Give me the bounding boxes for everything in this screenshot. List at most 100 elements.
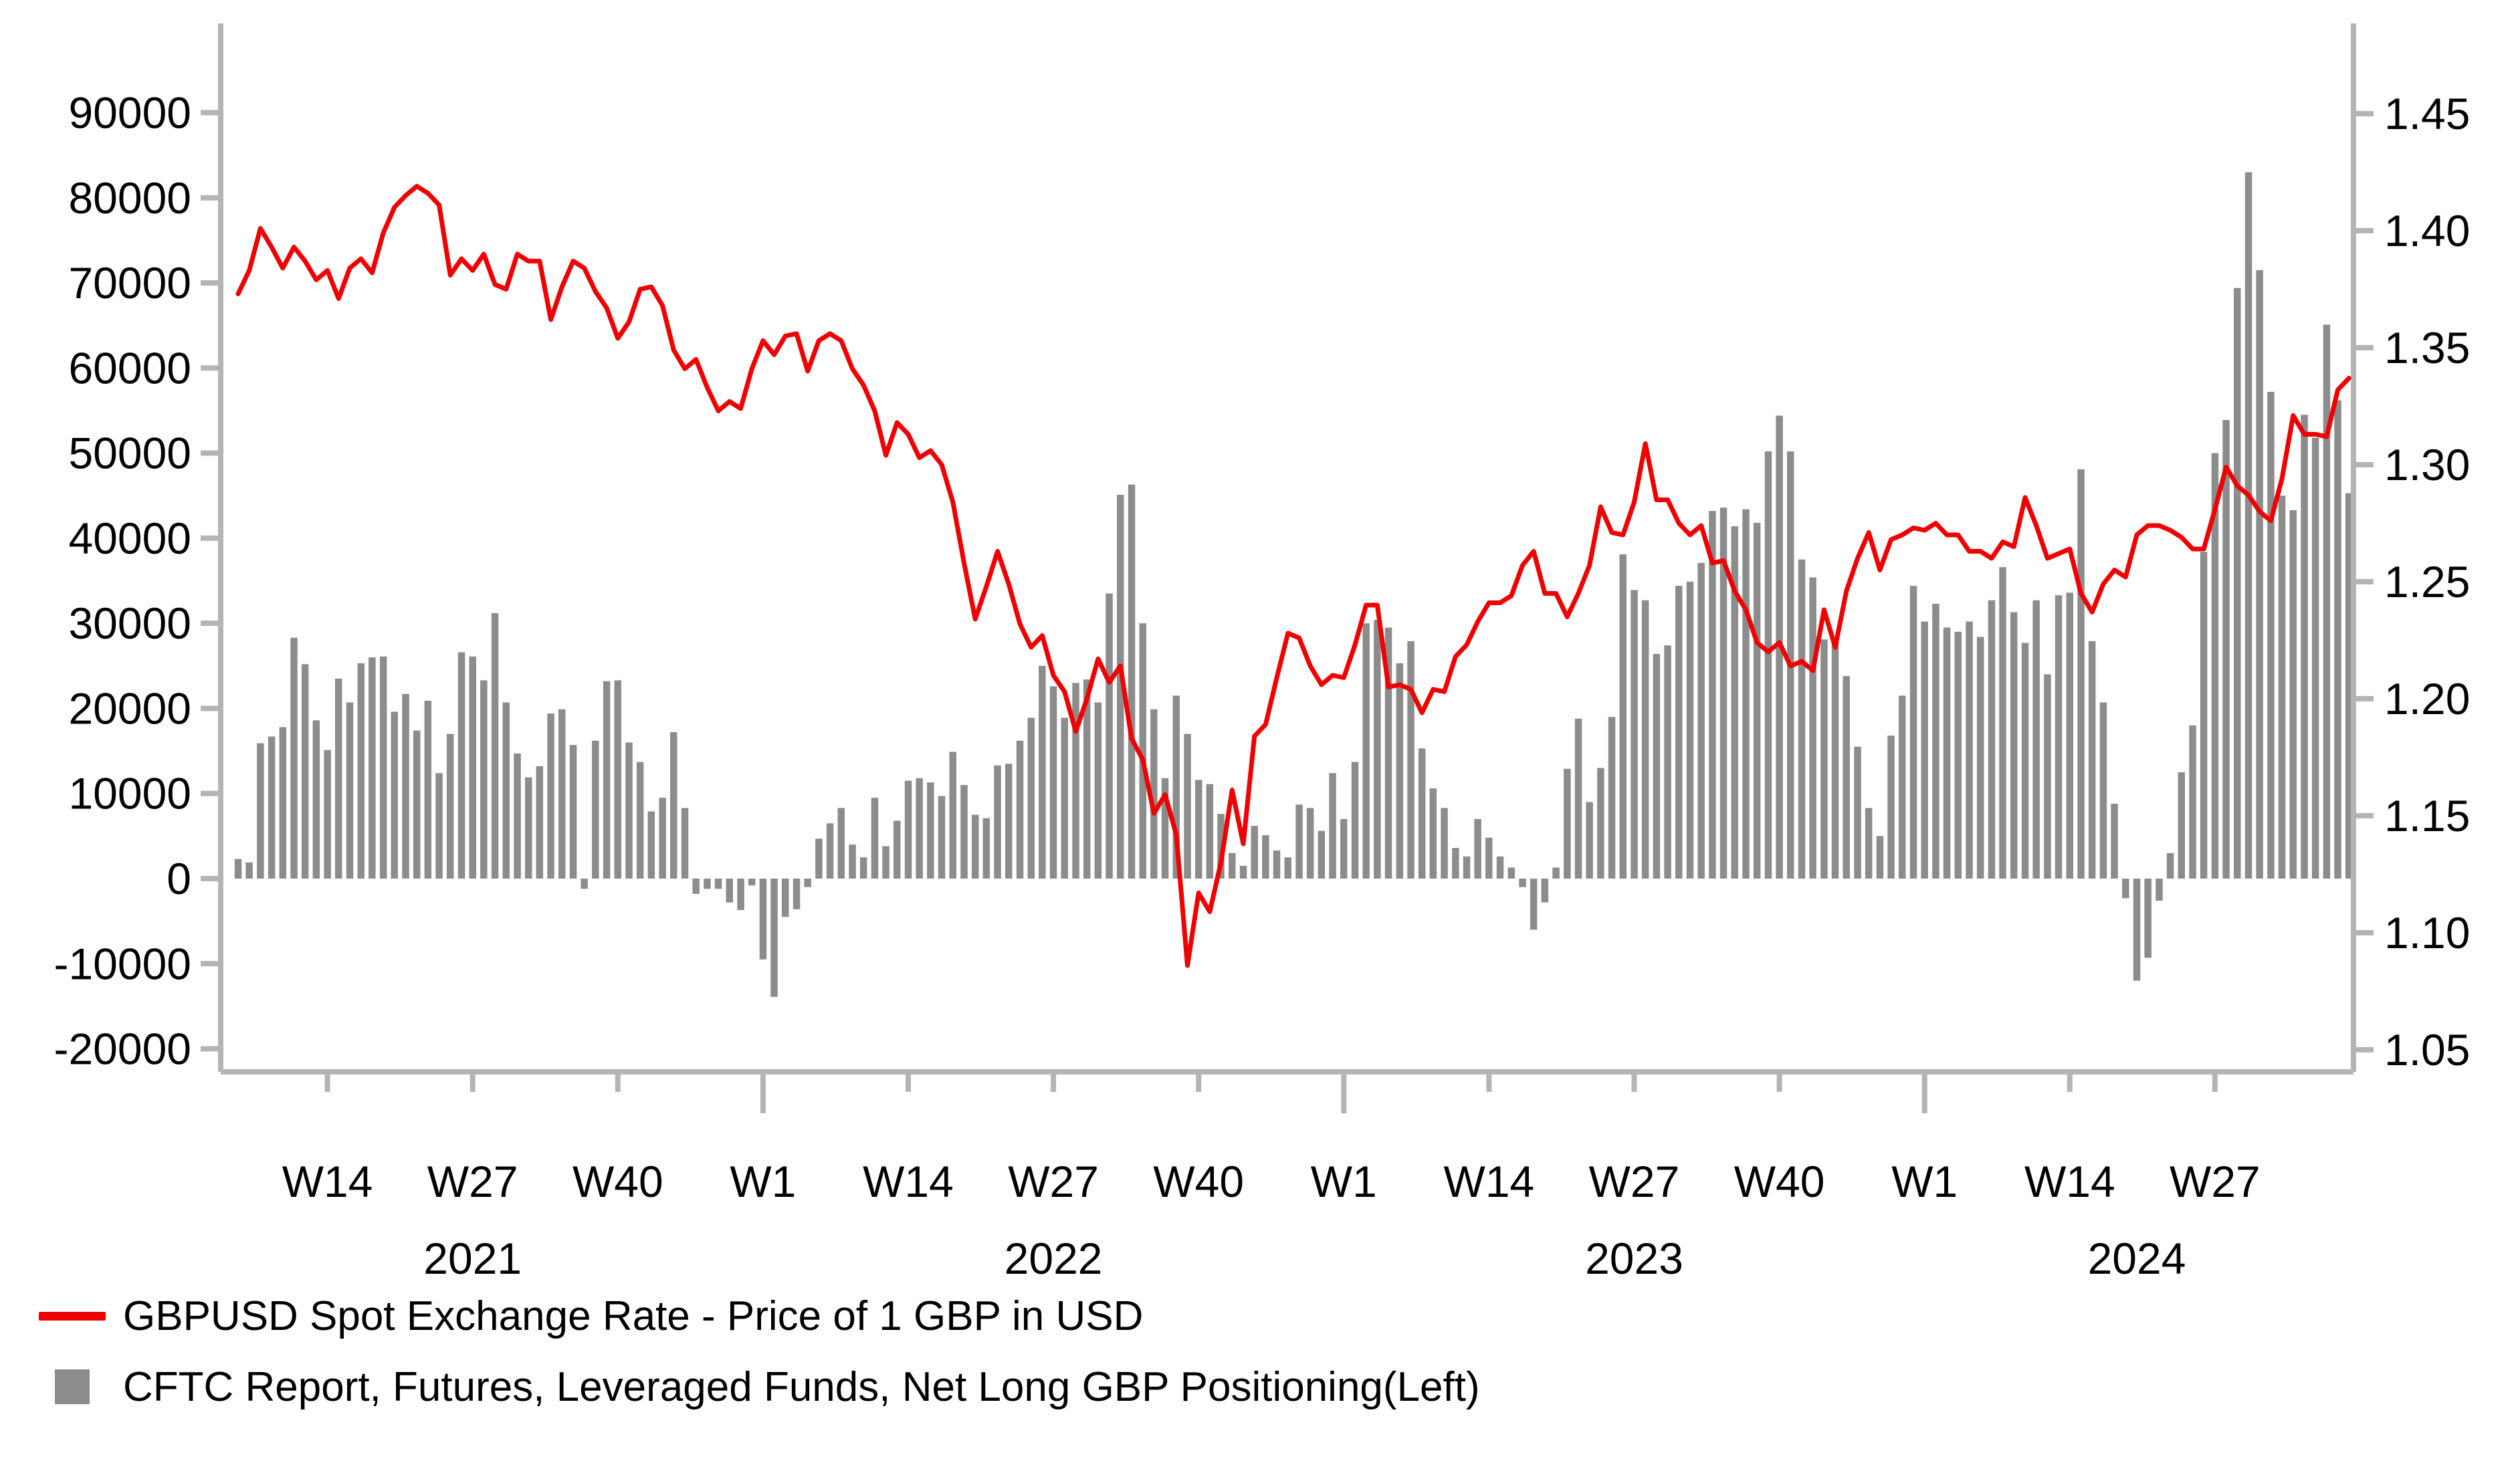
- bar: [346, 702, 354, 879]
- left-tick-label: 50000: [68, 429, 191, 478]
- bar: [1139, 623, 1146, 879]
- bar: [2345, 493, 2353, 879]
- bar: [1843, 676, 1850, 879]
- year-label: 2022: [1005, 1234, 1103, 1283]
- bar: [1932, 603, 1939, 879]
- bar: [1128, 484, 1136, 879]
- bar: [1441, 808, 1448, 879]
- bar: [391, 711, 398, 879]
- bar: [379, 656, 387, 879]
- bar: [614, 680, 621, 879]
- bar: [2311, 437, 2319, 879]
- bar: [1206, 784, 1214, 879]
- bar: [972, 814, 979, 879]
- bar: [647, 811, 655, 879]
- bar: [1340, 818, 1348, 879]
- bar: [894, 820, 901, 879]
- bar: [871, 798, 879, 879]
- bar: [525, 777, 532, 879]
- bar: [457, 652, 465, 879]
- bar: [1631, 590, 1638, 879]
- bar: [2211, 453, 2219, 879]
- bar: [804, 879, 811, 887]
- x-tick-label: W1: [730, 1157, 796, 1206]
- bar: [234, 859, 242, 879]
- x-tick-label: W14: [863, 1157, 954, 1206]
- bar: [2055, 595, 2063, 879]
- legend-item-gbpusd-line: GBPUSD Spot Exchange Rate - Price of 1 G…: [39, 1285, 1480, 1347]
- bar: [737, 879, 744, 911]
- bar: [581, 879, 588, 889]
- bar: [1909, 586, 1917, 879]
- bar: [2133, 879, 2141, 981]
- left-tick-label: 70000: [68, 258, 191, 308]
- bar: [1429, 788, 1437, 879]
- bar: [2166, 853, 2174, 879]
- bar: [994, 765, 1001, 879]
- gbpusd-line: [235, 184, 2351, 968]
- bar: [960, 785, 968, 879]
- bar: [982, 818, 990, 879]
- positioning-bars: [234, 172, 2353, 997]
- bar: [1039, 665, 1046, 879]
- bar: [257, 743, 264, 879]
- bar: [2267, 392, 2275, 879]
- bar: [1742, 509, 1750, 879]
- bar: [1854, 746, 1861, 879]
- bar: [357, 663, 364, 879]
- bar: [1384, 627, 1392, 879]
- bar: [636, 762, 644, 879]
- bar: [1519, 879, 1526, 887]
- bar: [1798, 559, 1806, 879]
- left-tick-label: 30000: [68, 598, 191, 648]
- bar: [447, 733, 454, 879]
- bar: [1641, 600, 1649, 879]
- year-label: 2024: [2088, 1234, 2186, 1283]
- bar: [1507, 867, 1515, 879]
- bar: [1049, 686, 1057, 879]
- bar: [1229, 853, 1236, 879]
- bar: [569, 745, 577, 879]
- x-tick-label: W40: [1153, 1157, 1244, 1206]
- bar: [2178, 772, 2185, 879]
- bar: [312, 720, 320, 879]
- bar: [480, 680, 488, 879]
- bar: [938, 796, 946, 879]
- bar: [1675, 586, 1683, 879]
- bar: [402, 693, 409, 879]
- bar: [279, 727, 287, 879]
- x-tick-label: W1: [1891, 1157, 1958, 1206]
- bar: [469, 656, 476, 879]
- bar: [1597, 768, 1604, 879]
- bar: [1809, 577, 1816, 879]
- legend-item-cftc-bars: CFTC Report, Futures, Leveraged Funds, N…: [39, 1356, 1480, 1418]
- bar-swatch-icon: [55, 1369, 90, 1404]
- bar: [1239, 865, 1247, 879]
- bar: [1887, 735, 1895, 879]
- bar: [1697, 562, 1705, 879]
- bar: [2156, 879, 2163, 901]
- bar: [2334, 400, 2341, 879]
- bar: [1552, 867, 1560, 879]
- bar: [1117, 495, 1124, 879]
- bar: [424, 701, 432, 879]
- bar: [1463, 856, 1471, 879]
- bar: [1396, 663, 1404, 879]
- bar: [949, 752, 956, 879]
- bar: [1764, 451, 1772, 879]
- bar: [1820, 639, 1828, 879]
- line-swatch-icon: [39, 1311, 106, 1321]
- axes: [218, 23, 2356, 1074]
- bar: [2301, 415, 2308, 879]
- x-tick-label: W27: [427, 1157, 518, 1206]
- bar: [1899, 695, 1906, 879]
- bar: [301, 664, 309, 879]
- bar: [2189, 725, 2196, 879]
- bar: [324, 750, 331, 879]
- bar: [882, 846, 889, 879]
- bar: [547, 713, 554, 879]
- bar: [859, 857, 867, 879]
- x-tick-label: W14: [282, 1157, 373, 1206]
